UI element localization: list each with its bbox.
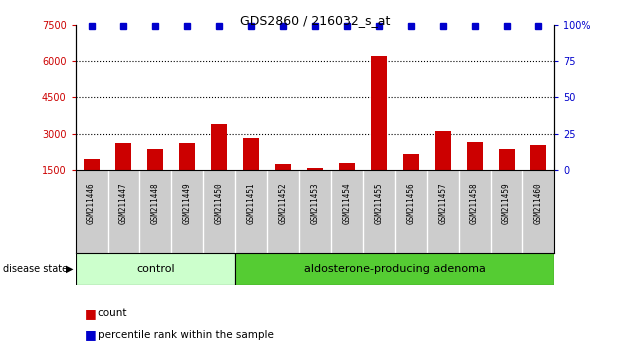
Text: GSM211447: GSM211447 — [119, 182, 128, 224]
Text: GSM211457: GSM211457 — [438, 182, 447, 224]
Bar — [530, 144, 546, 170]
Text: ■: ■ — [85, 328, 97, 341]
Text: GSM211451: GSM211451 — [247, 182, 256, 224]
Bar — [84, 159, 100, 170]
Text: control: control — [136, 264, 175, 274]
Text: count: count — [98, 308, 127, 318]
Bar — [275, 164, 291, 170]
Text: GSM211453: GSM211453 — [311, 182, 319, 224]
Text: GSM211456: GSM211456 — [406, 182, 415, 224]
Text: GSM211460: GSM211460 — [534, 182, 543, 224]
Bar — [147, 149, 163, 170]
Bar — [76, 253, 235, 285]
Bar — [243, 138, 259, 170]
Bar — [307, 168, 323, 170]
Text: percentile rank within the sample: percentile rank within the sample — [98, 330, 273, 339]
Text: GSM211452: GSM211452 — [278, 182, 287, 224]
Bar — [371, 56, 387, 170]
Text: GSM211458: GSM211458 — [470, 182, 479, 224]
Bar — [115, 143, 132, 170]
Bar — [339, 162, 355, 170]
Text: GSM211450: GSM211450 — [215, 182, 224, 224]
Text: ■: ■ — [85, 307, 97, 320]
Bar — [498, 149, 515, 170]
Text: aldosterone-producing adenoma: aldosterone-producing adenoma — [304, 264, 486, 274]
Text: GDS2860 / 216032_s_at: GDS2860 / 216032_s_at — [240, 14, 390, 27]
Text: GSM211448: GSM211448 — [151, 182, 160, 224]
Text: GSM211459: GSM211459 — [502, 182, 511, 224]
Text: ▶: ▶ — [66, 264, 74, 274]
Bar — [180, 143, 195, 170]
Bar — [435, 131, 450, 170]
Bar — [235, 253, 554, 285]
Bar — [403, 154, 419, 170]
Text: GSM211446: GSM211446 — [87, 182, 96, 224]
Bar — [211, 124, 227, 170]
Text: GSM211455: GSM211455 — [374, 182, 383, 224]
Text: disease state: disease state — [3, 264, 68, 274]
Text: GSM211449: GSM211449 — [183, 182, 192, 224]
Text: GSM211454: GSM211454 — [343, 182, 352, 224]
Bar — [467, 142, 483, 170]
